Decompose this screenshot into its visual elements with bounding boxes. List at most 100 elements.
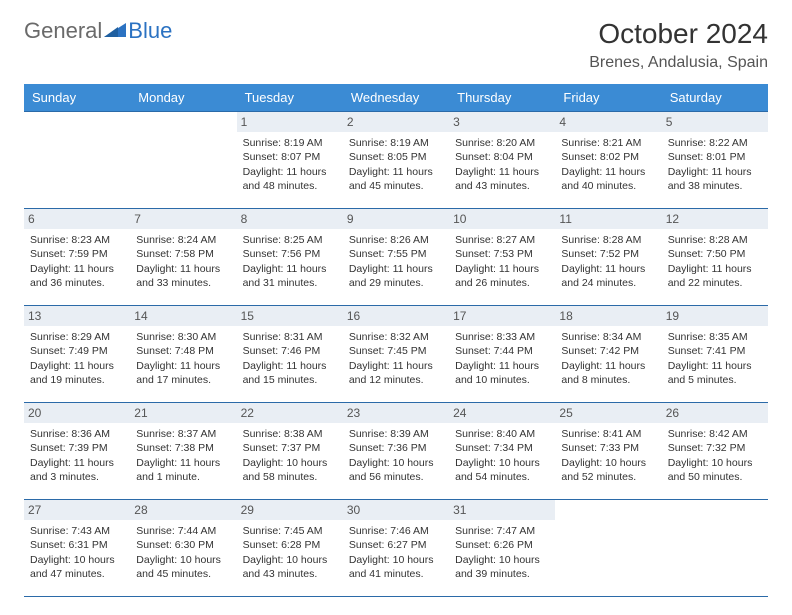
- calendar-day-cell: [24, 112, 130, 209]
- day-number: 13: [24, 306, 130, 326]
- calendar-day-cell: [555, 500, 661, 597]
- day-details: Sunrise: 8:21 AMSunset: 8:02 PMDaylight:…: [561, 136, 655, 193]
- day-number: 24: [449, 403, 555, 423]
- sunset-text: Sunset: 7:58 PM: [136, 247, 230, 261]
- sunrise-text: Sunrise: 7:45 AM: [243, 524, 337, 538]
- sunset-text: Sunset: 7:38 PM: [136, 441, 230, 455]
- sunrise-text: Sunrise: 8:27 AM: [455, 233, 549, 247]
- sunrise-text: Sunrise: 8:19 AM: [243, 136, 337, 150]
- daylight-text: Daylight: 10 hours and 52 minutes.: [561, 456, 655, 484]
- day-details: Sunrise: 8:31 AMSunset: 7:46 PMDaylight:…: [243, 330, 337, 387]
- daylight-text: Daylight: 11 hours and 31 minutes.: [243, 262, 337, 290]
- day-number: 6: [24, 209, 130, 229]
- day-number: 27: [24, 500, 130, 520]
- daylight-text: Daylight: 11 hours and 43 minutes.: [455, 165, 549, 193]
- sunset-text: Sunset: 7:56 PM: [243, 247, 337, 261]
- sunset-text: Sunset: 7:48 PM: [136, 344, 230, 358]
- sunrise-text: Sunrise: 8:19 AM: [349, 136, 443, 150]
- calendar-day-cell: 25Sunrise: 8:41 AMSunset: 7:33 PMDayligh…: [555, 403, 661, 500]
- calendar-week-row: 27 Sunrise: 7:43 AMSunset: 6:31 PMDayligh…: [24, 500, 768, 597]
- sunset-text: Sunset: 7:53 PM: [455, 247, 549, 261]
- day-number: 20: [24, 403, 130, 423]
- sunrise-text: Sunrise: 8:39 AM: [349, 427, 443, 441]
- calendar-day-cell: 31Sunrise: 7:47 AMSunset: 6:26 PMDayligh…: [449, 500, 555, 597]
- calendar-day-cell: 18Sunrise: 8:34 AMSunset: 7:42 PMDayligh…: [555, 306, 661, 403]
- daylight-text: Daylight: 11 hours and 19 minutes.: [30, 359, 124, 387]
- sunrise-text: Sunrise: 7:46 AM: [349, 524, 443, 538]
- sunset-text: Sunset: 6:30 PM: [136, 538, 230, 552]
- calendar-week-row: 6Sunrise: 8:23 AMSunset: 7:59 PMDaylight…: [24, 209, 768, 306]
- day-details: Sunrise: 8:20 AMSunset: 8:04 PMDaylight:…: [455, 136, 549, 193]
- daylight-text: Daylight: 11 hours and 26 minutes.: [455, 262, 549, 290]
- sunrise-text: Sunrise: 7:43 AM: [30, 524, 124, 538]
- sunrise-text: Sunrise: 8:31 AM: [243, 330, 337, 344]
- sunset-text: Sunset: 7:42 PM: [561, 344, 655, 358]
- day-details: Sunrise: 8:33 AMSunset: 7:44 PMDaylight:…: [455, 330, 549, 387]
- daylight-text: Daylight: 10 hours and 50 minutes.: [668, 456, 762, 484]
- day-header: Saturday: [662, 84, 768, 112]
- daylight-text: Daylight: 11 hours and 45 minutes.: [349, 165, 443, 193]
- day-number: 8: [237, 209, 343, 229]
- daylight-text: Daylight: 11 hours and 24 minutes.: [561, 262, 655, 290]
- day-number: 14: [130, 306, 236, 326]
- sunset-text: Sunset: 7:49 PM: [30, 344, 124, 358]
- day-number: 2: [343, 112, 449, 132]
- calendar-day-cell: 4Sunrise: 8:21 AMSunset: 8:02 PMDaylight…: [555, 112, 661, 209]
- calendar-day-cell: 11Sunrise: 8:28 AMSunset: 7:52 PMDayligh…: [555, 209, 661, 306]
- sunrise-text: Sunrise: 8:20 AM: [455, 136, 549, 150]
- daylight-text: Daylight: 10 hours and 39 minutes.: [455, 553, 549, 581]
- calendar-day-cell: 20Sunrise: 8:36 AMSunset: 7:39 PMDayligh…: [24, 403, 130, 500]
- daylight-text: Daylight: 11 hours and 5 minutes.: [668, 359, 762, 387]
- brand-logo: General Blue: [24, 18, 172, 44]
- calendar-table: Sunday Monday Tuesday Wednesday Thursday…: [24, 84, 768, 597]
- sunrise-text: Sunrise: 7:44 AM: [136, 524, 230, 538]
- calendar-day-cell: [662, 500, 768, 597]
- day-number: 23: [343, 403, 449, 423]
- day-header: Friday: [555, 84, 661, 112]
- day-details: Sunrise: 8:22 AMSunset: 8:01 PMDaylight:…: [668, 136, 762, 193]
- day-number: 16: [343, 306, 449, 326]
- day-number: 25: [555, 403, 661, 423]
- calendar-day-cell: [130, 112, 236, 209]
- sunrise-text: Sunrise: 8:23 AM: [30, 233, 124, 247]
- day-details: Sunrise: 7:45 AMSunset: 6:28 PMDaylight:…: [243, 524, 337, 581]
- day-number: 1: [237, 112, 343, 132]
- title-block: October 2024 Brenes, Andalusia, Spain: [589, 18, 768, 72]
- sunset-text: Sunset: 6:26 PM: [455, 538, 549, 552]
- day-number: 3: [449, 112, 555, 132]
- daylight-text: Daylight: 11 hours and 33 minutes.: [136, 262, 230, 290]
- daylight-text: Daylight: 10 hours and 43 minutes.: [243, 553, 337, 581]
- daylight-text: Daylight: 11 hours and 29 minutes.: [349, 262, 443, 290]
- daylight-text: Daylight: 11 hours and 15 minutes.: [243, 359, 337, 387]
- day-details: Sunrise: 8:24 AMSunset: 7:58 PMDaylight:…: [136, 233, 230, 290]
- calendar-day-cell: 8 Sunrise: 8:25 AMSunset: 7:56 PMDaylight…: [237, 209, 343, 306]
- daylight-text: Daylight: 11 hours and 36 minutes.: [30, 262, 124, 290]
- day-number: 22: [237, 403, 343, 423]
- sunset-text: Sunset: 7:37 PM: [243, 441, 337, 455]
- calendar-day-cell: 21Sunrise: 8:37 AMSunset: 7:38 PMDayligh…: [130, 403, 236, 500]
- sunrise-text: Sunrise: 8:21 AM: [561, 136, 655, 150]
- day-details: Sunrise: 8:29 AMSunset: 7:49 PMDaylight:…: [30, 330, 124, 387]
- sunrise-text: Sunrise: 8:25 AM: [243, 233, 337, 247]
- sunset-text: Sunset: 7:59 PM: [30, 247, 124, 261]
- daylight-text: Daylight: 11 hours and 10 minutes.: [455, 359, 549, 387]
- calendar-day-cell: 6 Sunrise: 8:23 AMSunset: 7:59 PMDaylight…: [24, 209, 130, 306]
- sunrise-text: Sunrise: 8:32 AM: [349, 330, 443, 344]
- calendar-day-cell: 14Sunrise: 8:30 AMSunset: 7:48 PMDayligh…: [130, 306, 236, 403]
- daylight-text: Daylight: 10 hours and 56 minutes.: [349, 456, 443, 484]
- header: General Blue October 2024 Brenes, Andalu…: [24, 18, 768, 72]
- calendar-day-cell: 27 Sunrise: 7:43 AMSunset: 6:31 PMDayligh…: [24, 500, 130, 597]
- day-header: Tuesday: [237, 84, 343, 112]
- day-header: Wednesday: [343, 84, 449, 112]
- sunset-text: Sunset: 8:07 PM: [243, 150, 337, 164]
- day-details: Sunrise: 7:46 AMSunset: 6:27 PMDaylight:…: [349, 524, 443, 581]
- sunset-text: Sunset: 7:50 PM: [668, 247, 762, 261]
- daylight-text: Daylight: 11 hours and 3 minutes.: [30, 456, 124, 484]
- day-details: Sunrise: 8:23 AMSunset: 7:59 PMDaylight:…: [30, 233, 124, 290]
- day-details: Sunrise: 8:19 AMSunset: 8:05 PMDaylight:…: [349, 136, 443, 193]
- daylight-text: Daylight: 11 hours and 17 minutes.: [136, 359, 230, 387]
- calendar-day-cell: 29Sunrise: 7:45 AMSunset: 6:28 PMDayligh…: [237, 500, 343, 597]
- sunset-text: Sunset: 7:46 PM: [243, 344, 337, 358]
- day-number: 18: [555, 306, 661, 326]
- day-details: Sunrise: 7:43 AMSunset: 6:31 PMDaylight:…: [30, 524, 124, 581]
